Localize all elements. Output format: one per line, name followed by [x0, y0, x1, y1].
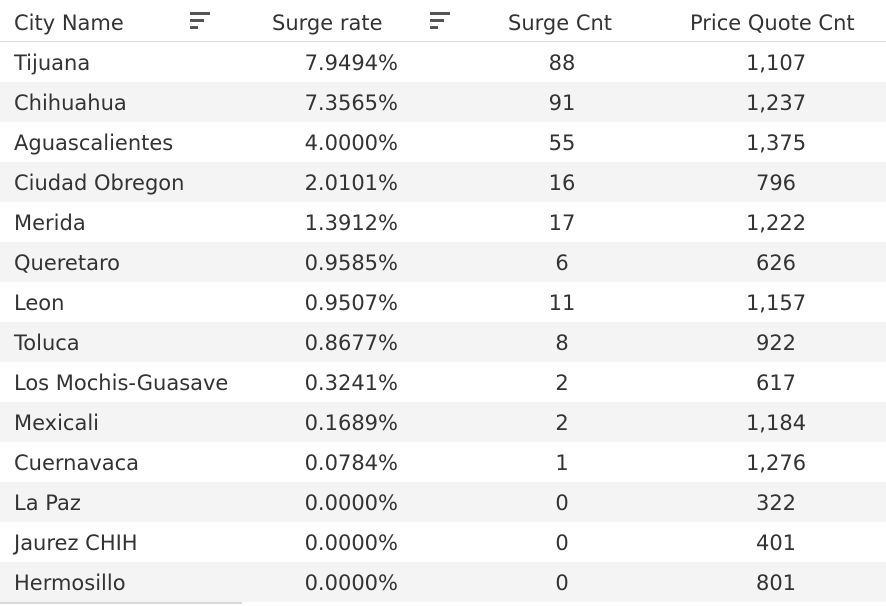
cell-price-quote-cnt: 617: [755, 371, 797, 395]
cell-price-quote-cnt: 1,222: [745, 211, 807, 235]
sort-icon[interactable]: [430, 12, 452, 32]
table-row[interactable]: La Paz 0.0000% 0 322: [0, 482, 886, 522]
cell-city-name: Chihuahua: [14, 91, 127, 115]
table-row[interactable]: Chihuahua 7.3565% 91 1,237: [0, 82, 886, 122]
cell-surge-cnt: 11: [548, 291, 576, 315]
cell-city-name: Mexicali: [14, 411, 100, 435]
cell-city-name: Ciudad Obregon: [14, 171, 185, 195]
cell-city-name: Toluca: [14, 331, 80, 355]
cell-surge-rate: 7.3565%: [304, 91, 398, 115]
cell-city-name: Hermosillo: [14, 571, 126, 595]
cell-surge-rate: 0.1689%: [304, 411, 398, 435]
table-row[interactable]: Aguascalientes 4.0000% 55 1,375: [0, 122, 886, 162]
table-row[interactable]: Ciudad Obregon 2.0101% 16 796: [0, 162, 886, 202]
cell-surge-cnt: 88: [548, 51, 576, 75]
cell-price-quote-cnt: 1,276: [745, 451, 807, 475]
header-surge-rate[interactable]: Surge rate: [272, 11, 383, 35]
cell-price-quote-cnt: 401: [755, 531, 797, 555]
cell-surge-rate: 0.3241%: [304, 371, 398, 395]
table-row[interactable]: Los Mochis-Guasave 0.3241% 2 617: [0, 362, 886, 402]
cell-surge-rate: 0.0000%: [304, 531, 398, 555]
cell-surge-cnt: 8: [555, 331, 569, 355]
cell-surge-rate: 0.9507%: [304, 291, 398, 315]
cell-price-quote-cnt: 1,157: [745, 291, 807, 315]
cell-price-quote-cnt: 322: [755, 491, 797, 515]
cell-surge-cnt: 2: [555, 411, 569, 435]
cell-city-name: Tijuana: [14, 51, 91, 75]
table-row[interactable]: Merida 1.3912% 17 1,222: [0, 202, 886, 242]
header-price-quote-cnt[interactable]: Price Quote Cnt: [690, 11, 855, 35]
cell-surge-cnt: 1: [555, 451, 569, 475]
table-row[interactable]: Jaurez CHIH 0.0000% 0 401: [0, 522, 886, 562]
cell-surge-rate: 1.3912%: [304, 211, 398, 235]
cell-price-quote-cnt: 801: [755, 571, 797, 595]
cell-price-quote-cnt: 1,375: [745, 131, 807, 155]
cell-price-quote-cnt: 796: [755, 171, 797, 195]
cell-city-name: Los Mochis-Guasave: [14, 371, 229, 395]
table-row[interactable]: Tijuana 7.9494% 88 1,107: [0, 42, 886, 82]
cell-price-quote-cnt: 1,107: [745, 51, 807, 75]
table-row[interactable]: Cuernavaca 0.0784% 1 1,276: [0, 442, 886, 482]
cell-surge-rate: 0.0000%: [304, 571, 398, 595]
cell-surge-rate: 4.0000%: [304, 131, 398, 155]
table-row[interactable]: Leon 0.9507% 11 1,157: [0, 282, 886, 322]
cell-surge-cnt: 0: [555, 491, 569, 515]
cell-city-name: Leon: [14, 291, 65, 315]
cell-city-name: Queretaro: [14, 251, 120, 275]
cell-surge-rate: 7.9494%: [304, 51, 398, 75]
cell-surge-rate: 0.0000%: [304, 491, 398, 515]
cell-surge-cnt: 55: [548, 131, 576, 155]
table-bottom-border: [0, 602, 242, 604]
cell-price-quote-cnt: 1,237: [745, 91, 807, 115]
cell-city-name: Jaurez CHIH: [14, 531, 138, 555]
table-row[interactable]: Queretaro 0.9585% 6 626: [0, 242, 886, 282]
cell-city-name: Cuernavaca: [14, 451, 140, 475]
cell-surge-cnt: 17: [548, 211, 576, 235]
table-row[interactable]: Mexicali 0.1689% 2 1,184: [0, 402, 886, 442]
table-header: City Name Surge rate Surge Cnt Price Quo…: [0, 0, 886, 42]
table-row[interactable]: Hermosillo 0.0000% 0 801: [0, 562, 886, 602]
cell-city-name: Aguascalientes: [14, 131, 174, 155]
cell-city-name: Merida: [14, 211, 86, 235]
cell-surge-rate: 2.0101%: [304, 171, 398, 195]
cell-surge-cnt: 91: [548, 91, 576, 115]
cell-surge-cnt: 0: [555, 571, 569, 595]
cell-surge-rate: 0.0784%: [304, 451, 398, 475]
sort-icon[interactable]: [190, 12, 212, 32]
cell-surge-cnt: 0: [555, 531, 569, 555]
cell-price-quote-cnt: 1,184: [745, 411, 807, 435]
cell-city-name: La Paz: [14, 491, 81, 515]
cell-surge-cnt: 16: [548, 171, 576, 195]
cell-surge-rate: 0.9585%: [304, 251, 398, 275]
cell-price-quote-cnt: 922: [755, 331, 797, 355]
header-surge-cnt[interactable]: Surge Cnt: [508, 11, 613, 35]
cell-price-quote-cnt: 626: [755, 251, 797, 275]
cell-surge-rate: 0.8677%: [304, 331, 398, 355]
table-row[interactable]: Toluca 0.8677% 8 922: [0, 322, 886, 362]
cell-surge-cnt: 6: [555, 251, 569, 275]
header-city-name[interactable]: City Name: [14, 11, 124, 35]
cell-surge-cnt: 2: [555, 371, 569, 395]
